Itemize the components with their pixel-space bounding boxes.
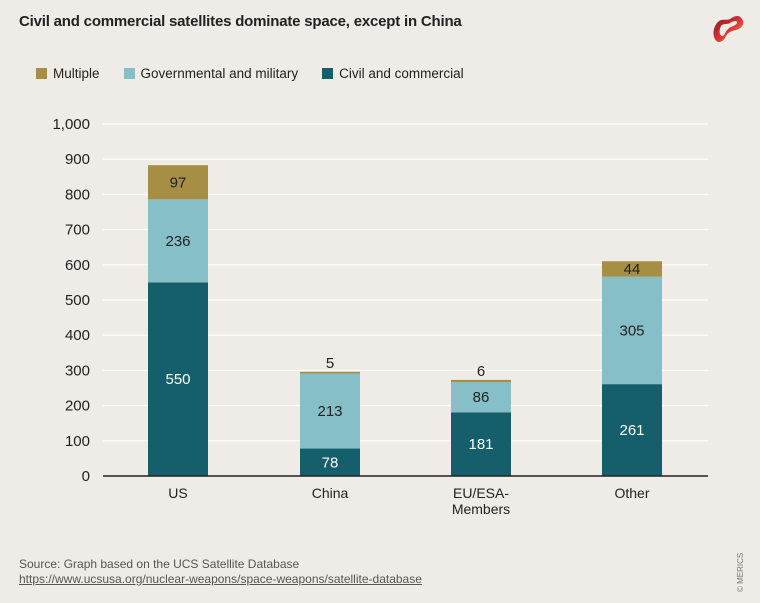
chart-title: Civil and commercial satellites dominate…	[19, 13, 462, 30]
legend-item-multiple: Multiple	[36, 66, 100, 81]
y-tick-label: 200	[65, 398, 90, 415]
data-label-civil: 181	[468, 436, 493, 453]
legend-label-governmental: Governmental and military	[140, 66, 299, 81]
bar-segment-civil	[300, 448, 360, 476]
x-tick-label: China	[312, 485, 349, 501]
y-tick-label: 400	[65, 327, 90, 344]
x-tick-label: US	[168, 485, 187, 501]
data-label-governmental: 213	[317, 403, 342, 420]
source-note: Source: Graph based on the UCS Satellite…	[19, 557, 422, 587]
bar-segment-multiple	[602, 261, 662, 277]
x-tick-label: Members	[452, 501, 510, 517]
legend-swatch-governmental	[123, 68, 135, 79]
x-tick-label: EU/ESA-	[453, 485, 509, 501]
legend-label-civil: Civil and commercial	[339, 66, 464, 81]
bar-segment-multiple	[148, 165, 208, 200]
data-label-governmental: 305	[619, 322, 644, 339]
legend-item-civil: Civil and commercial	[322, 66, 464, 81]
legend-swatch-multiple	[36, 68, 47, 79]
bar-segment-multiple	[451, 379, 511, 383]
bar-segment-civil	[451, 412, 511, 476]
data-label-multiple: 44	[624, 261, 641, 278]
y-tick-label: 1,000	[52, 116, 90, 133]
copyright-text: © MERICS	[736, 552, 745, 592]
data-label-governmental: 86	[473, 389, 490, 406]
legend-swatch-civil	[322, 68, 334, 79]
y-tick-label: 600	[65, 257, 90, 274]
data-label-civil: 550	[165, 371, 190, 388]
y-tick-label: 800	[65, 186, 90, 203]
source-text: Source: Graph based on the UCS Satellite…	[19, 557, 300, 571]
legend-item-governmental: Governmental and military	[123, 66, 299, 81]
merics-logo-icon	[713, 15, 744, 43]
y-tick-label: 700	[65, 222, 90, 239]
data-label-civil: 261	[619, 422, 644, 439]
y-tick-label: 0	[82, 468, 90, 485]
bar-segment-civil	[602, 384, 662, 476]
chart-legend: Multiple Governmental and military Civil…	[36, 66, 488, 81]
y-tick-label: 500	[65, 292, 90, 309]
bar-segment-multiple	[300, 371, 360, 374]
y-tick-label: 900	[65, 151, 90, 168]
source-link[interactable]: https://www.ucsusa.org/nuclear-weapons/s…	[19, 572, 422, 586]
bar-segment-civil	[148, 282, 208, 476]
data-label-multiple: 5	[326, 355, 334, 372]
data-label-multiple: 97	[170, 174, 187, 191]
data-label-civil: 78	[322, 454, 339, 471]
legend-label-multiple: Multiple	[53, 66, 100, 81]
bar-segment-governmental	[602, 276, 662, 385]
bar-segment-governmental	[300, 373, 360, 449]
bar-segment-governmental	[148, 199, 208, 283]
x-tick-label: Other	[614, 485, 649, 501]
y-tick-label: 300	[65, 362, 90, 379]
data-label-governmental: 236	[165, 233, 190, 250]
stacked-bar-chart: 0 100 200 300 400 500 600 700 800 900 1,000 550 236 9…	[52, 116, 708, 517]
data-label-multiple: 6	[477, 363, 485, 380]
y-tick-label: 100	[65, 433, 90, 450]
bar-segment-governmental	[451, 382, 511, 413]
